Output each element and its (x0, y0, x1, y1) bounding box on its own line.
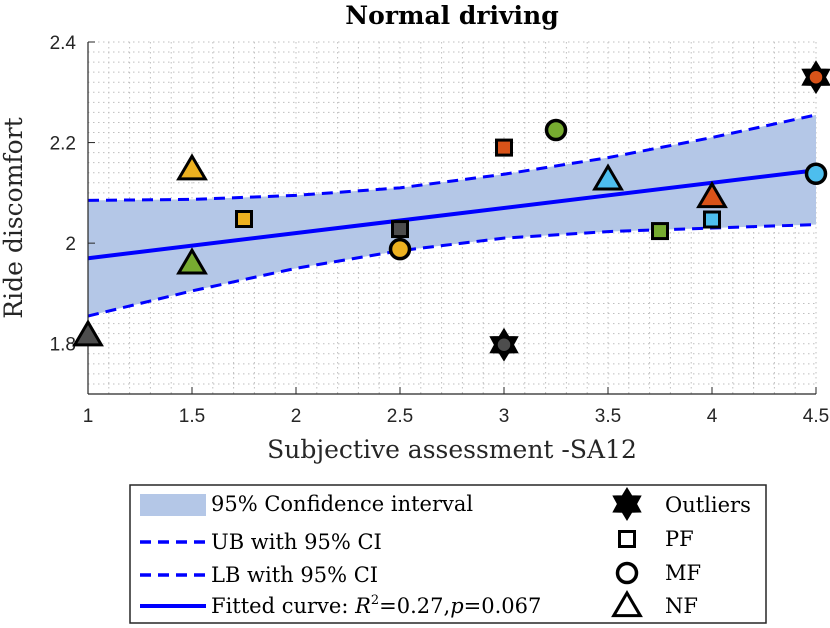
legend-label-fit: Fitted curve: R2=0.27,p=0.067 (211, 593, 541, 618)
legend-swatch-band (140, 494, 206, 516)
legend-label-band: 95% Confidence interval (211, 492, 473, 516)
legend-markers (611, 487, 643, 618)
legend: 95% Confidence interval UB with 95% CI L… (129, 484, 767, 624)
mf-point (544, 118, 568, 142)
mf-point (388, 237, 412, 261)
legend-fit-eq1: =0.27, (379, 594, 450, 618)
legend-fit-prefix: Fitted curve: (211, 594, 355, 618)
legend-fit-r: R (354, 594, 371, 618)
legend-marker-outliers (612, 487, 642, 521)
axes: 1 1.5 2 2.5 3 3.5 4 4.5 1.8 2 2.2 2.4 (50, 33, 830, 427)
x-tick-label: 2 (291, 406, 302, 427)
legend-label-mf: MF (665, 561, 701, 585)
x-tick-label: 1.5 (179, 406, 205, 427)
pf-point (651, 222, 669, 241)
x-tick-label: 3 (499, 406, 510, 427)
legend-marker-pf (618, 530, 636, 548)
chart-title: Normal driving (345, 1, 558, 30)
nf-point (72, 319, 104, 347)
legend-label-lb: LB with 95% CI (211, 563, 378, 587)
legend-label-pf: PF (665, 527, 694, 551)
y-tick-label: 2.4 (50, 33, 77, 54)
x-tick-label: 2.5 (387, 406, 413, 427)
x-tick-label: 4.5 (803, 406, 829, 427)
y-tick-label: 2.2 (50, 134, 76, 155)
pf-point (235, 210, 253, 229)
x-tick-label: 4 (707, 406, 718, 427)
legend-label-outliers: Outliers (665, 493, 751, 517)
plot-area (88, 113, 816, 318)
nf-point (592, 163, 624, 191)
y-axis-label: Ride discomfort (0, 117, 28, 318)
nf-point (176, 153, 208, 181)
pf-point (391, 220, 409, 239)
lower-bound-line (88, 223, 816, 318)
x-tick-label: 1 (83, 406, 94, 427)
legend-fit-eq2: =0.067 (464, 594, 542, 618)
upper-bound-line (88, 113, 816, 202)
outliers-point-core (496, 336, 512, 353)
legend-fit-r-sup: 2 (371, 593, 379, 608)
legend-marker-nf (611, 590, 643, 618)
legend-label-ub: UB with 95% CI (211, 530, 382, 554)
nf-point (696, 180, 728, 209)
legend-fit-p: p (450, 594, 463, 618)
legend-box (129, 484, 767, 624)
pf-point (495, 138, 513, 157)
fitted-curve (88, 168, 816, 261)
outliers-point-core (808, 69, 824, 85)
x-axis-label: Subjective assessment -SA12 (267, 435, 637, 464)
y-tick-label: 1.8 (50, 335, 76, 356)
pf-point (703, 210, 721, 229)
legend-marker-mf (615, 561, 639, 585)
mf-point (804, 162, 828, 185)
x-tick-label: 3.5 (595, 406, 621, 427)
legend-label-nf: NF (665, 594, 698, 618)
data-markers (72, 60, 830, 362)
y-tick-label: 2 (65, 234, 76, 255)
nf-point (176, 247, 208, 275)
